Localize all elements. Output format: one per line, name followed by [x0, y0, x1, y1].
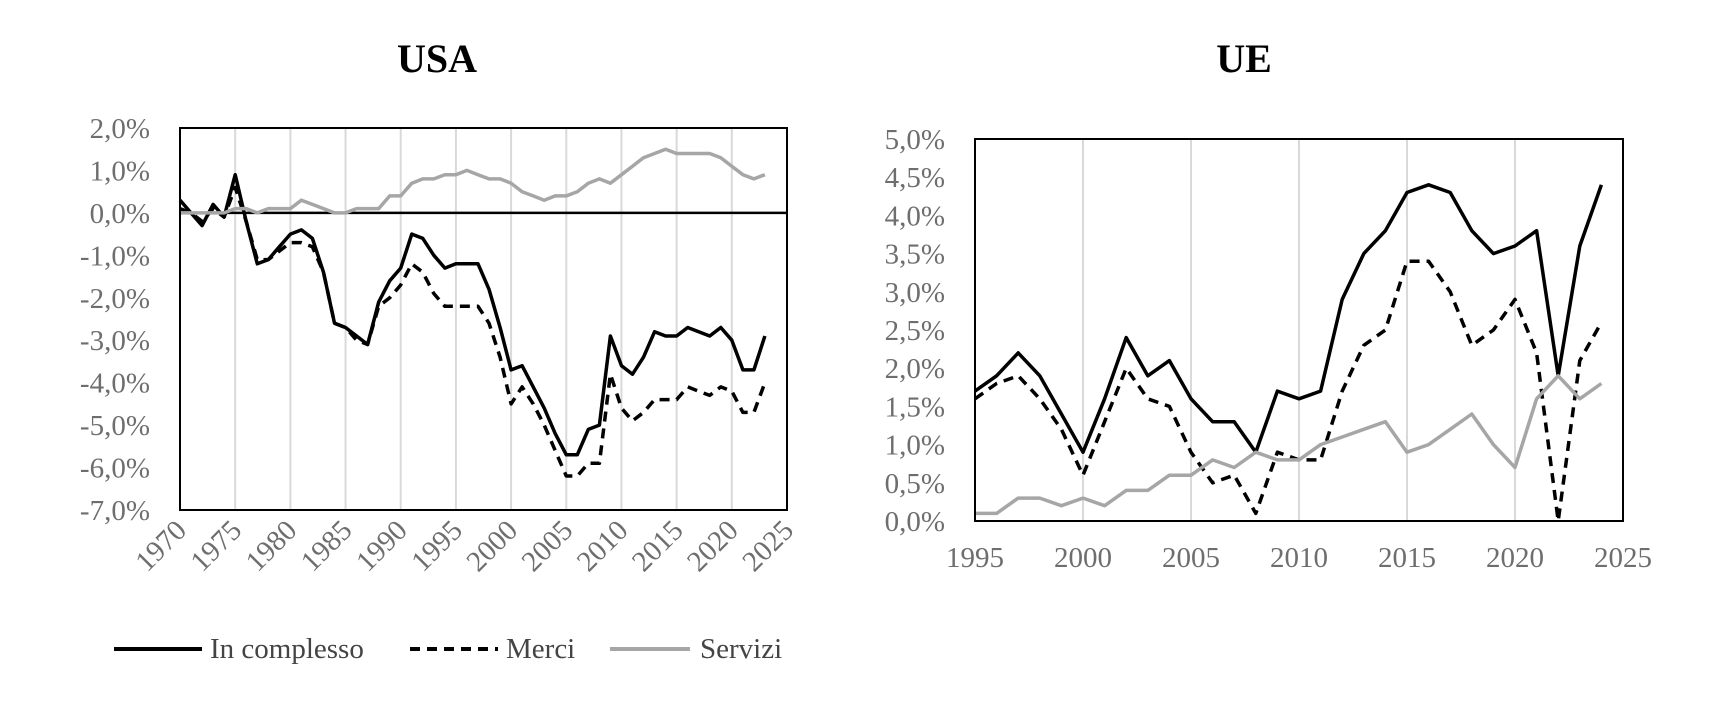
x-tick-label-ue: 2025 — [1594, 542, 1652, 574]
y-tick-label-ue: 4,0% — [885, 200, 945, 232]
series-line-ue-overall — [973, 183, 1604, 454]
x-tick-label-usa: 2000 — [460, 514, 524, 578]
series-line-ue-goods — [973, 259, 1603, 523]
y-tick-label-usa: 2,0% — [90, 113, 150, 145]
x-ticks-usa: 1970197519801985199019952000200520102015… — [129, 514, 800, 578]
series-usa — [178, 147, 767, 478]
legend-item-services: Servizi — [610, 633, 782, 665]
x-tick-label-usa: 2005 — [516, 514, 580, 578]
x-tick-label-ue: 2015 — [1378, 542, 1436, 574]
series-line-usa-services — [180, 147, 766, 215]
y-tick-label-ue: 2,0% — [885, 353, 945, 385]
y-tick-label-ue: 2,5% — [885, 315, 945, 347]
chart-title-ue: UE — [1216, 36, 1272, 81]
y-tick-label-ue: 3,0% — [885, 277, 945, 309]
x-tick-label-ue: 2020 — [1486, 542, 1544, 574]
y-ticks-usa: 2,0% 1,0% 0,0% -1,0% -2,0% -3,0% -4,0% -5,0% -6,… — [80, 113, 150, 527]
y-tick-label-usa: 0,0% — [90, 198, 150, 230]
x-tick-label-ue: 2000 — [1054, 542, 1112, 574]
legend-item-overall: In complesso — [114, 633, 364, 665]
y-tick-label-usa: -2,0% — [80, 283, 150, 315]
plot-frame-ue — [974, 138, 1624, 522]
y-tick-label-ue: 5,0% — [885, 124, 945, 156]
x-tick-label-ue: 1995 — [946, 542, 1004, 574]
x-tick-label-usa: 2015 — [626, 514, 690, 578]
x-tick-label-usa: 1975 — [184, 514, 248, 578]
x-tick-label-usa: 1985 — [295, 514, 359, 578]
legend-label-goods: Merci — [506, 633, 575, 665]
x-tick-label-usa: 2025 — [736, 514, 800, 578]
y-tick-label-usa: -1,0% — [80, 240, 150, 272]
y-tick-label-usa: -3,0% — [80, 325, 150, 357]
x-tick-label-usa: 1980 — [240, 514, 304, 578]
y-tick-label-usa: -4,0% — [80, 368, 150, 400]
x-tick-label-ue: 2005 — [1162, 542, 1220, 574]
y-ticks-ue: 5,0% 4,5% 4,0% 3,5% 3,0% 2,5% 2,0% 1,5% 1,0% 0,5%… — [885, 124, 945, 538]
x-tick-label-ue: 2010 — [1270, 542, 1328, 574]
chart-ue: UE 5,0% 4,5% 4,0% 3,5% 3,0% 2,5% 2,0% 1,5% 1,0% 0… — [885, 36, 1652, 574]
plot-frame-usa — [179, 127, 788, 511]
x-ticks-ue: 1995 2000 2005 2010 2015 2020 2025 — [946, 542, 1652, 574]
x-tick-label-usa: 2010 — [571, 514, 635, 578]
series-ue — [973, 183, 1604, 523]
series-line-usa-overall — [178, 172, 767, 457]
y-tick-label-usa: -7,0% — [80, 495, 150, 527]
y-tick-label-ue: 0,0% — [885, 506, 945, 538]
y-tick-label-usa: 1,0% — [90, 155, 150, 187]
y-tick-label-ue: 4,5% — [885, 162, 945, 194]
series-line-ue-services — [975, 374, 1603, 516]
x-tick-label-usa: 1995 — [405, 514, 469, 578]
series-line-usa-goods — [179, 185, 767, 478]
y-tick-label-ue: 3,5% — [885, 239, 945, 271]
y-tick-label-usa: -6,0% — [80, 453, 150, 485]
y-tick-label-ue: 1,0% — [885, 430, 945, 462]
legend: In complesso Merci Servizi — [114, 633, 782, 665]
legend-label-services: Servizi — [700, 633, 782, 665]
legend-item-goods: Merci — [410, 633, 575, 665]
x-tick-label-usa: 2020 — [681, 514, 745, 578]
grid-ue — [1082, 139, 1516, 521]
legend-label-overall: In complesso — [210, 633, 364, 665]
y-tick-label-ue: 1,5% — [885, 391, 945, 423]
y-tick-label-usa: -5,0% — [80, 410, 150, 442]
x-tick-label-usa: 1990 — [350, 514, 414, 578]
grid-usa — [234, 128, 733, 510]
chart-usa: USA 2,0% 1,0% 0,0% -1,0% -2,0% -3,0% -4,0% -5,0… — [80, 36, 800, 578]
chart-title-usa: USA — [397, 36, 477, 81]
y-tick-label-ue: 0,5% — [885, 468, 945, 500]
